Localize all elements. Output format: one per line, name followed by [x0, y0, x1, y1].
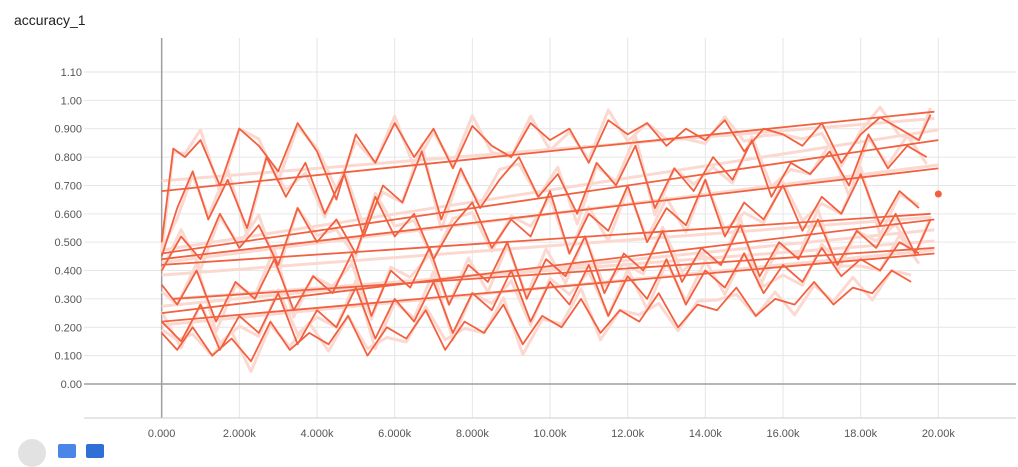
y-tick-label: 1.10 — [61, 67, 82, 79]
square-icon[interactable] — [58, 444, 76, 458]
series-line — [161, 218, 935, 314]
series-line — [173, 247, 935, 300]
y-tick-label: 0.700 — [54, 180, 82, 192]
series-line — [160, 212, 932, 323]
series-line — [161, 110, 935, 192]
raw-series-line — [173, 239, 935, 301]
y-tick-label: 0.900 — [54, 124, 82, 136]
x-tick-label: 2.000k — [223, 428, 257, 440]
y-tick-label: 0.100 — [54, 351, 82, 363]
series-line — [160, 114, 932, 243]
y-tick-label: 1.00 — [61, 95, 82, 107]
end-marker — [934, 190, 942, 198]
x-tick-label: 16.00k — [766, 428, 800, 440]
x-tick-label: 18.00k — [844, 428, 878, 440]
x-tick-label: 12.00k — [611, 428, 645, 440]
series-line — [161, 241, 920, 351]
chart-title: accuracy_1 — [14, 12, 86, 28]
end-point-marker — [934, 190, 942, 198]
axes — [84, 38, 1016, 419]
series-line — [160, 173, 920, 271]
circle-icon[interactable] — [18, 439, 46, 467]
x-tick-label: 14.00k — [689, 428, 723, 440]
square-icon[interactable] — [86, 444, 104, 458]
smoothed-series — [160, 110, 939, 363]
x-tick-label: 20.00k — [922, 428, 956, 440]
y-tick-label: 0.300 — [54, 294, 82, 306]
series-line — [161, 212, 931, 266]
series-line — [161, 139, 939, 255]
raw-series-line — [160, 269, 912, 373]
x-tick-label: 6.000k — [378, 428, 412, 440]
x-tick-label: 0.000 — [148, 428, 176, 440]
y-tick-label: 0.800 — [54, 152, 82, 164]
raw-series-line — [161, 228, 935, 308]
series-line — [161, 167, 939, 261]
series-line — [160, 133, 928, 257]
tick-labels: 0.00 0.100 0.200 0.300 0.400 0.500 0.600 0.700 0… — [54, 67, 955, 440]
y-tick-label: 0.400 — [54, 266, 82, 278]
accuracy-chart[interactable]: 0.00 0.100 0.200 0.300 0.400 0.500 0.600 0.700 0… — [0, 0, 1018, 449]
raw-series-line — [161, 117, 935, 183]
y-tick-label: 0.00 — [61, 379, 82, 391]
x-tick-label: 4.000k — [300, 428, 334, 440]
x-tick-label: 8.000k — [456, 428, 490, 440]
y-tick-label: 0.600 — [54, 209, 82, 221]
y-tick-label: 0.500 — [54, 237, 82, 249]
x-tick-label: 10.00k — [533, 428, 567, 440]
y-tick-label: 0.200 — [54, 322, 82, 334]
grid — [84, 38, 1016, 418]
series-line — [161, 269, 912, 363]
series-line — [161, 252, 935, 323]
raw-series-line — [161, 215, 931, 277]
